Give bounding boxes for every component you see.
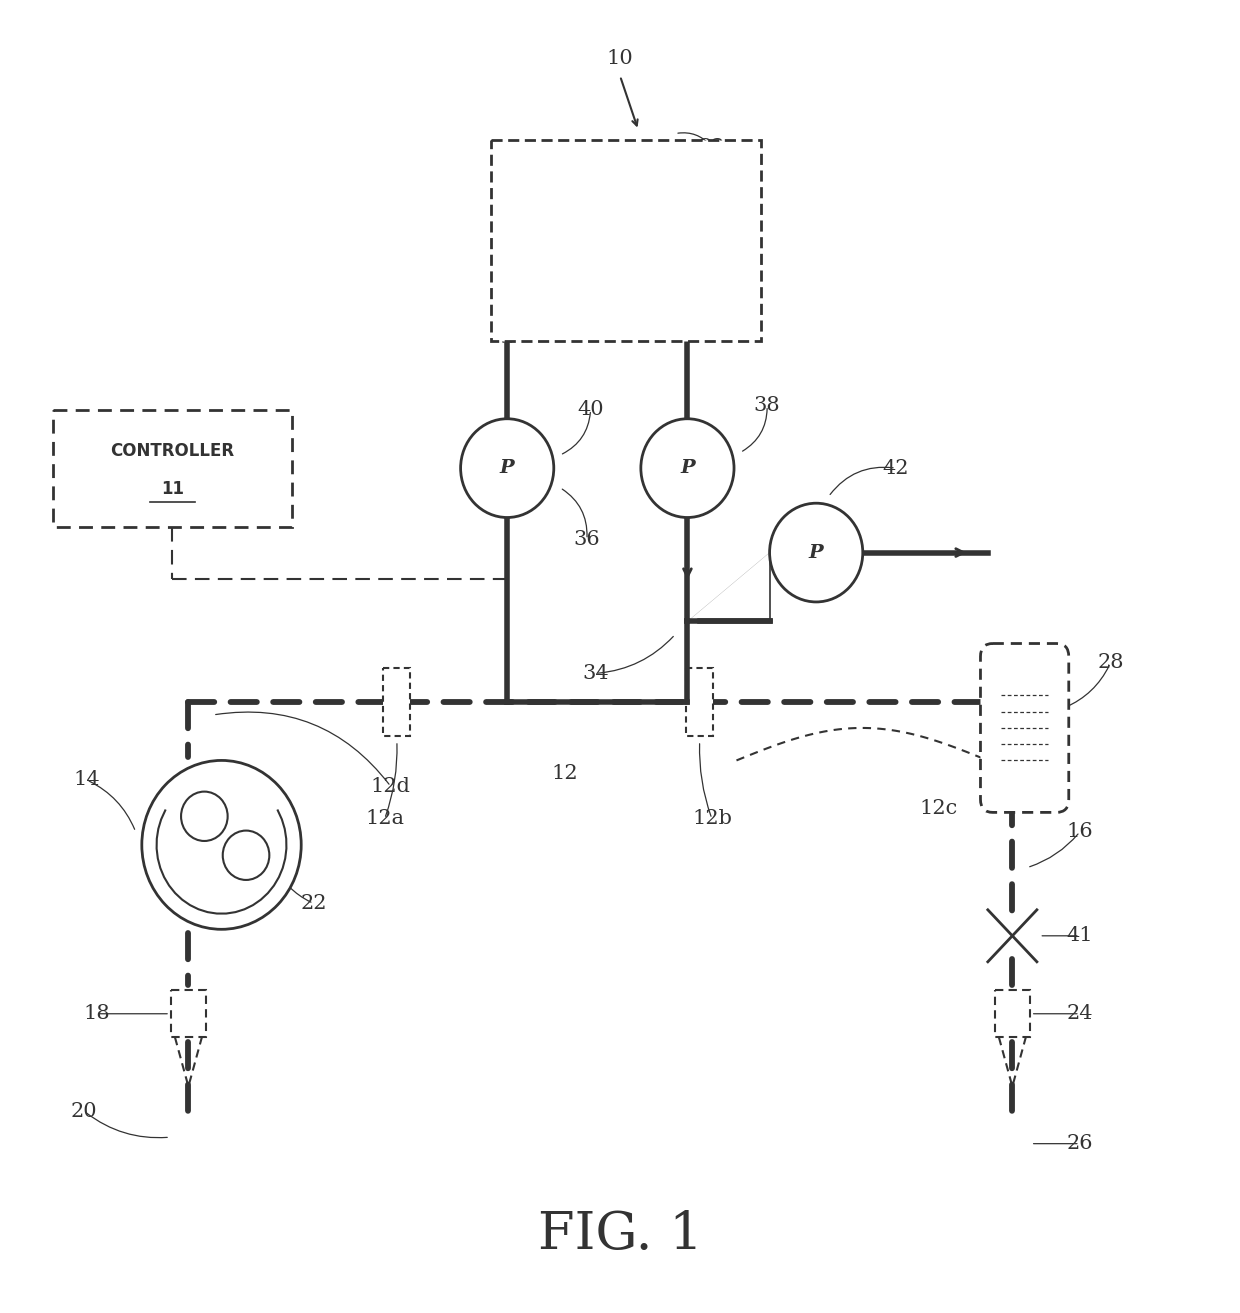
Text: 11: 11 bbox=[161, 481, 184, 498]
Text: 10: 10 bbox=[606, 50, 634, 68]
Text: 34: 34 bbox=[582, 664, 609, 683]
FancyBboxPatch shape bbox=[171, 990, 206, 1037]
Circle shape bbox=[641, 419, 734, 517]
Text: 12: 12 bbox=[552, 764, 578, 783]
Text: 32: 32 bbox=[698, 138, 725, 156]
Text: P: P bbox=[808, 544, 823, 562]
Text: 14: 14 bbox=[73, 771, 100, 789]
Text: 26: 26 bbox=[1066, 1134, 1092, 1153]
Text: 12d: 12d bbox=[371, 777, 410, 796]
Text: 16: 16 bbox=[1066, 822, 1094, 842]
Text: P: P bbox=[680, 460, 694, 477]
Circle shape bbox=[141, 760, 301, 930]
Text: FIG. 1: FIG. 1 bbox=[538, 1209, 702, 1260]
FancyBboxPatch shape bbox=[981, 643, 1069, 813]
FancyBboxPatch shape bbox=[686, 668, 713, 735]
FancyBboxPatch shape bbox=[383, 668, 410, 735]
Text: 12b: 12b bbox=[692, 809, 732, 829]
Text: 41: 41 bbox=[1066, 926, 1094, 945]
FancyBboxPatch shape bbox=[996, 990, 1029, 1037]
Text: 28: 28 bbox=[1097, 654, 1123, 672]
Text: CONTROLLER: CONTROLLER bbox=[110, 442, 234, 461]
Text: 42: 42 bbox=[883, 458, 909, 478]
Text: 38: 38 bbox=[754, 397, 780, 415]
Text: P: P bbox=[500, 460, 515, 477]
Text: 18: 18 bbox=[83, 1004, 110, 1023]
Bar bbox=[491, 140, 761, 341]
Circle shape bbox=[770, 503, 863, 601]
Text: 40: 40 bbox=[578, 400, 604, 419]
Text: 12a: 12a bbox=[365, 809, 404, 829]
Circle shape bbox=[460, 419, 554, 517]
Text: 20: 20 bbox=[71, 1102, 98, 1121]
Text: 22: 22 bbox=[300, 894, 326, 913]
Circle shape bbox=[181, 792, 228, 840]
Text: 12c: 12c bbox=[920, 800, 959, 818]
Text: 24: 24 bbox=[1066, 1004, 1092, 1023]
Bar bbox=[53, 410, 291, 527]
Circle shape bbox=[223, 831, 269, 880]
Text: 36: 36 bbox=[574, 530, 600, 549]
